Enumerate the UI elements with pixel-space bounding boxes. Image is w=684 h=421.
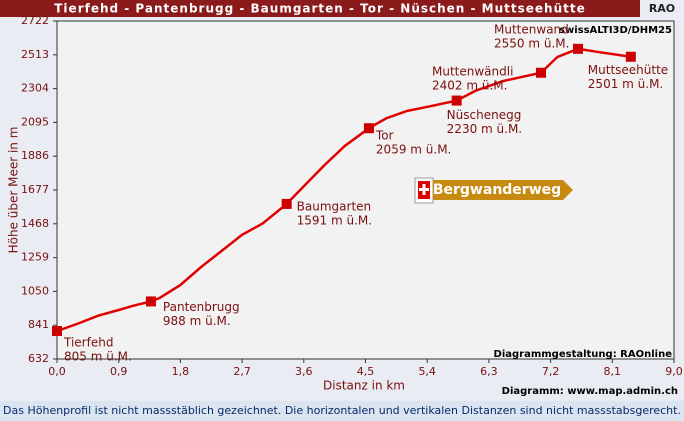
waypoint-marker	[145, 296, 156, 307]
badge: RAO	[649, 2, 675, 15]
waypoint-marker	[536, 67, 547, 78]
plot-area	[56, 20, 675, 360]
x-tick-label: 0,9	[110, 365, 128, 378]
footer-band	[0, 401, 684, 421]
y-tick-label: 1468	[21, 217, 49, 230]
waypoint-elevation: 2059 m ü.M.	[376, 143, 451, 157]
x-tick-label: 1,8	[172, 365, 190, 378]
title-bar	[0, 0, 640, 17]
y-tick-label: 2722	[21, 14, 49, 27]
chart-title: Tierfehd - Pantenbrugg - Baumgarten - To…	[54, 2, 586, 16]
waypoint-elevation: 1591 m ü.M.	[297, 213, 372, 227]
y-tick-label: 2304	[21, 82, 49, 95]
y-tick-label: 1259	[21, 251, 49, 264]
x-tick-label: 6,3	[480, 365, 498, 378]
y-tick-label: 841	[28, 318, 49, 331]
waypoint-marker	[451, 95, 462, 106]
x-tick-label: 3,6	[295, 365, 313, 378]
waypoint-marker	[52, 326, 62, 337]
waypoint-marker	[281, 198, 292, 209]
waypoint-name: Muttenwand	[494, 22, 569, 36]
trail-sign: Bergwanderweg	[414, 177, 573, 204]
waypoint-name: Tierfehd	[63, 336, 113, 350]
x-tick-label: 7,2	[542, 365, 560, 378]
waypoint-marker	[625, 51, 636, 62]
x-tick-label: 8,1	[604, 365, 622, 378]
y-tick-label: 1886	[21, 149, 49, 162]
x-tick-label: 2,7	[233, 365, 251, 378]
footer-note: Das Höhenprofil ist nicht massstäblich g…	[3, 404, 681, 417]
x-tick-label: 5,4	[418, 365, 436, 378]
y-axis-label: Höhe über Meer in m	[7, 127, 21, 254]
elevation-line	[56, 47, 631, 333]
waypoint-name: Baumgarten	[297, 199, 371, 213]
sign-text: Bergwanderweg	[433, 182, 561, 198]
y-tick-label: 2513	[21, 48, 49, 61]
x-tick-label: 9,0	[665, 365, 683, 378]
waypoint-elevation: 2501 m ü.M.	[588, 77, 663, 91]
design-credit: Diagrammgestaltung: RAOnline	[494, 349, 673, 360]
waypoint-name: Muttenwändli	[432, 64, 513, 78]
y-tick-label: 632	[28, 352, 49, 365]
x-axis-label: Distanz in km	[323, 379, 405, 393]
y-tick-label: 1677	[21, 183, 49, 196]
sign-cross	[419, 188, 429, 191]
waypoint-elevation: 988 m ü.M.	[163, 314, 231, 328]
x-tick-label: 0,0	[48, 365, 66, 378]
waypoint-name: Pantenbrugg	[163, 300, 240, 314]
waypoint-name: Nüschenegg	[447, 108, 522, 122]
waypoint-elevation: 2402 m ü.M.	[432, 78, 507, 92]
y-tick-label: 2095	[21, 115, 49, 128]
waypoint-name: Tor	[375, 129, 394, 143]
waypoint-elevation: 805 m ü.M.	[64, 350, 132, 364]
y-tick-label: 1050	[21, 284, 49, 297]
data-credit: Diagramm: www.map.admin.ch	[502, 386, 678, 397]
waypoint-elevation: 2230 m ü.M.	[447, 122, 522, 136]
waypoint-name: Muttseehütte	[588, 63, 668, 77]
waypoint-marker	[573, 43, 584, 54]
source-label: swissALTI3D/DHM25	[559, 25, 672, 36]
sign-board	[433, 180, 573, 200]
x-tick-label: 4,5	[357, 365, 375, 378]
waypoint-elevation: 2550 m ü.M.	[494, 36, 569, 50]
waypoint-marker	[363, 123, 374, 134]
